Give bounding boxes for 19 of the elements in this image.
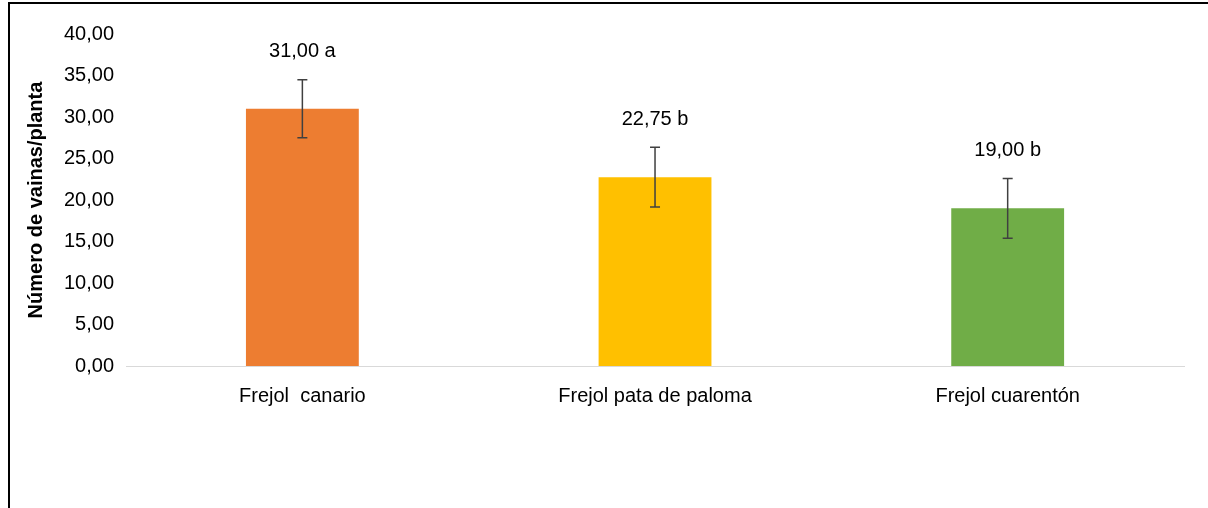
y-tick-label: 15,00	[63, 229, 115, 252]
y-tick-label: 40,00	[63, 21, 115, 44]
y-axis-title: Número de vainas/planta	[23, 80, 46, 319]
data-label: 22,75 b	[621, 106, 689, 129]
y-tick-label: 20,00	[63, 187, 115, 210]
bar	[245, 108, 359, 366]
bar	[951, 208, 1065, 366]
x-tick-label: Frejol canario	[239, 383, 366, 406]
y-tick-label: 30,00	[63, 104, 115, 127]
x-tick-label: Frejol pata de paloma	[558, 383, 753, 406]
y-tick-label: 5,00	[75, 312, 115, 335]
x-tick-label: Frejol cuarentón	[935, 383, 1080, 406]
data-label: 31,00 a	[269, 39, 337, 62]
bar	[598, 177, 712, 366]
y-tick-label: 0,00	[75, 353, 115, 376]
y-tick-label: 35,00	[63, 63, 115, 86]
y-tick-label: 10,00	[63, 270, 115, 293]
data-label: 19,00 b	[974, 137, 1042, 160]
y-tick-label: 25,00	[63, 146, 115, 169]
